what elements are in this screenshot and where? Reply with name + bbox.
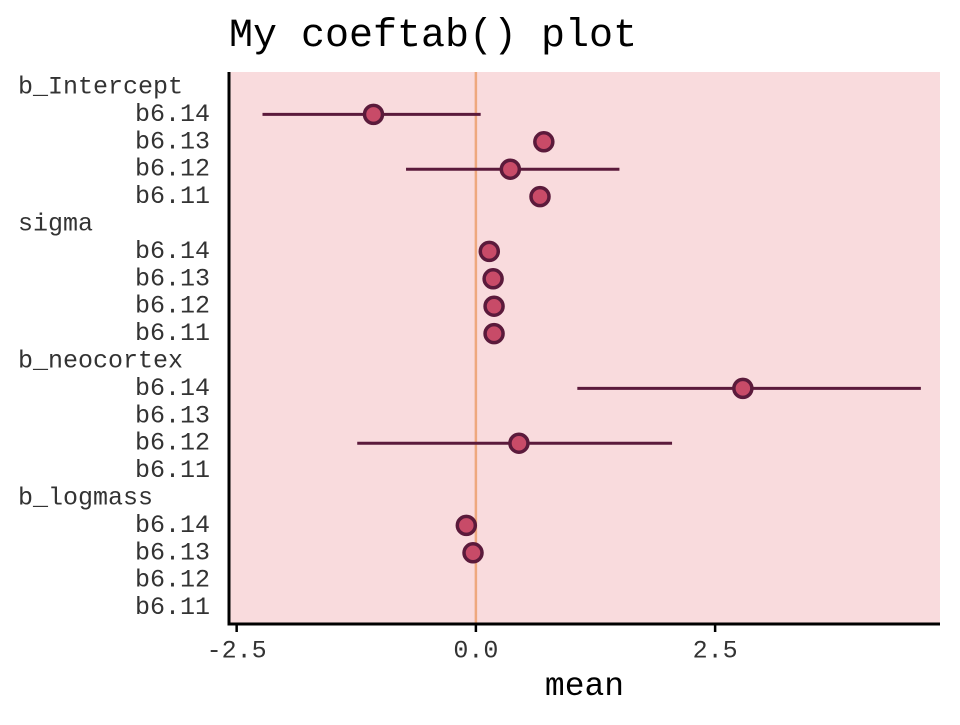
row-label: b6.12 [135, 155, 210, 184]
row-label: b6.11 [135, 593, 210, 622]
row-label: b6.14 [135, 100, 210, 129]
row-label: b6.11 [135, 182, 210, 211]
estimate-point [483, 295, 505, 317]
estimate-point [455, 514, 478, 537]
row-label: b6.13 [135, 264, 210, 293]
row-label: b6.12 [135, 292, 210, 321]
row-label: b6.14 [135, 237, 210, 266]
estimate-point [478, 240, 501, 263]
x-tick-label: 2.5 [693, 637, 738, 666]
estimate-point [362, 103, 385, 126]
row-label: b6.12 [135, 429, 210, 458]
estimate-point [732, 377, 754, 400]
estimate-point [462, 542, 484, 564]
estimate-point [483, 322, 505, 345]
group-label: b_neocortex [18, 347, 183, 376]
row-label: b6.13 [135, 127, 210, 156]
plot-panel-background [229, 72, 940, 624]
estimate-point [482, 268, 504, 290]
axis-layer: -2.5 0.0 2.5 [207, 72, 940, 666]
estimate-point [533, 131, 555, 153]
row-label: b6.14 [135, 374, 210, 403]
x-tick-label: -2.5 [207, 637, 267, 666]
row-label-layer: b_Interceptb6.14b6.13b6.12b6.11sigmab6.1… [18, 73, 210, 623]
chart-title: My coeftab() plot [229, 14, 637, 59]
estimate-point [508, 432, 530, 454]
row-label: b6.13 [135, 401, 210, 430]
group-label: b_logmass [18, 484, 153, 513]
group-label: sigma [18, 210, 93, 239]
row-label: b6.13 [135, 538, 210, 567]
x-tick-label: 0.0 [453, 637, 498, 666]
row-label: b6.11 [135, 456, 210, 485]
row-label: b6.14 [135, 511, 210, 540]
group-label: b_Intercept [18, 73, 183, 102]
point-layer [362, 103, 754, 564]
x-axis-title: mean [545, 668, 624, 705]
row-label: b6.12 [135, 566, 210, 595]
estimate-point [499, 158, 522, 180]
estimate-point [529, 185, 551, 208]
row-label: b6.11 [135, 319, 210, 348]
